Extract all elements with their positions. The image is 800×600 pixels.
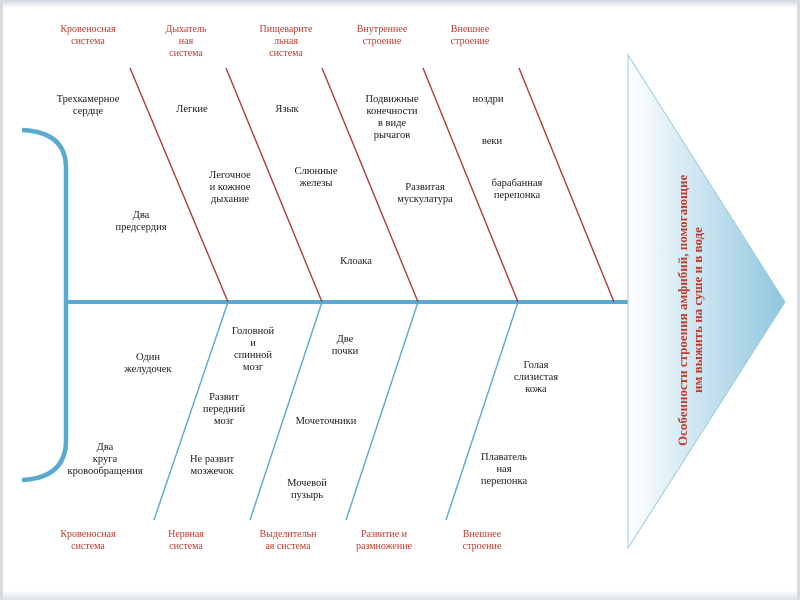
frame-bottom-edge	[0, 590, 800, 600]
item-veki: веки	[481, 136, 503, 147]
upper-bone-2	[225, 67, 323, 303]
item-slyunnye-zhelezy: Слюнные железы	[294, 166, 338, 189]
item-kloaka: Клоака	[340, 256, 372, 267]
top-category-krov: Кровеносная система	[60, 24, 116, 47]
top-category-dyh: Дыхатель ная система	[165, 24, 207, 59]
item-plavatelnaya-pereponka: Плаватель ная перепонка	[480, 452, 528, 487]
lower-bone-1	[153, 301, 229, 521]
bottom-category-razv: Развитие и размножение	[355, 529, 413, 552]
top-category-vnesh: Внешнее строение	[450, 24, 490, 47]
bottom-category-krov: Кровеносная система	[60, 529, 116, 552]
item-legkie: Легкие	[176, 104, 208, 115]
upper-bone-1	[129, 67, 229, 303]
lower-bone-3	[345, 301, 419, 521]
bottom-category-nerv: Нервная система	[168, 529, 204, 552]
item-barabannaya-pereponka: барабанная перепонка	[491, 178, 543, 201]
upper-bone-4	[422, 67, 519, 303]
item-dva-predserdiya: Два предсердия	[115, 210, 167, 233]
fish-tail-bracket	[21, 127, 69, 483]
item-razvit-peredniy-mozg: Развит передний мозг	[202, 392, 246, 427]
fish-head-title-text: Особенности строения амфибий, помогающие…	[674, 174, 705, 446]
item-razvitaya-muskulatura: Развитая мускулатура	[397, 182, 453, 205]
item-golaya-slizistaya-kozha: Голая слизистая кожа	[513, 360, 559, 395]
top-category-pish: Пищеварите льная система	[259, 24, 313, 59]
frame-left-edge	[0, 0, 3, 600]
item-golovnoy-spinnoy-mozg: Головной и спинной мозг	[231, 326, 275, 373]
fish-head-arrow	[627, 53, 786, 550]
top-category-vnutr: Внутреннее строение	[356, 24, 408, 47]
item-podvizhnye-konechnosti: Подвижные конечности в виде рычагов	[365, 94, 419, 141]
frame-top-edge	[0, 0, 800, 8]
item-legochnoe-kozhnoe-dyhanie: Легочное и кожное дыхание	[209, 170, 251, 205]
item-dva-kruga-krovoobrascheniya: Два круга кровообращения	[67, 442, 143, 477]
upper-bone-5	[518, 67, 615, 303]
frame-right-edge	[797, 0, 800, 600]
upper-bone-3	[321, 67, 419, 303]
item-dve-pochki: Две почки	[331, 334, 359, 357]
item-ne-razvit-mozzhechok: Не развит мозжечок	[189, 454, 235, 477]
bottom-category-vydel: Выделительн ая система	[259, 529, 317, 552]
item-odin-zheludochek: Один желудочек	[124, 352, 172, 375]
fish-head-title: Особенности строения амфибий, помогающие…	[642, 160, 737, 460]
item-mochetochniki: Мочеточники	[295, 416, 357, 427]
lower-bone-4	[445, 301, 519, 521]
bottom-category-vnesh: Внешнее строение	[462, 529, 502, 552]
item-yazyk: Язык	[275, 104, 299, 115]
item-trehkamernoe-serdce: Трехкамерное сердце	[56, 94, 120, 117]
item-nozdri: ноздри	[472, 94, 504, 105]
lower-bone-2	[249, 301, 323, 521]
item-mochevoy-puzyr: Мочевой пузырь	[287, 478, 327, 501]
